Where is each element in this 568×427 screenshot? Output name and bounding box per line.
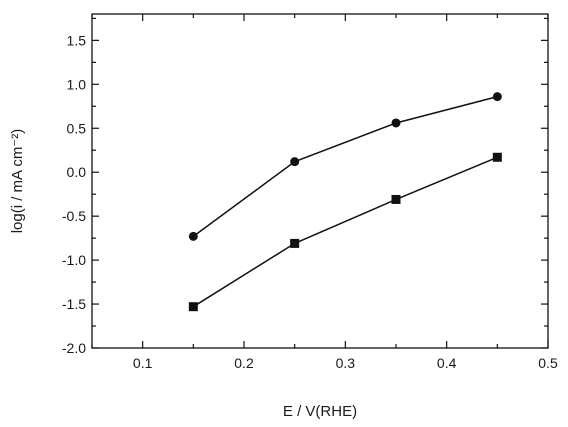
x-tick-label: 0.5 (538, 355, 558, 371)
y-tick-label: -0.5 (62, 208, 86, 224)
x-tick-label: 0.2 (234, 355, 254, 371)
y-tick-labels: -2.0 -1.5 -1.0 -0.5 0.0 0.5 1.0 1.5 (62, 32, 86, 356)
y-tick-label: 1.0 (67, 76, 87, 92)
axis-ticks (91, 14, 549, 349)
data-point-square (188, 302, 198, 312)
data-point-circle (290, 157, 300, 167)
series-layer (188, 92, 502, 312)
series-circle (188, 92, 502, 241)
x-tick-labels: 0.1 0.2 0.3 0.4 0.5 (133, 355, 558, 371)
y-tick-label: -1.0 (62, 252, 86, 268)
y-axis-label: log(i / mA cm⁻²) (9, 129, 26, 234)
y-tick-label: 0.0 (67, 164, 87, 180)
plot-frame (91, 13, 549, 349)
data-point-circle (188, 231, 198, 241)
y-tick-label: -1.5 (62, 296, 86, 312)
x-tick-label: 0.3 (336, 355, 356, 371)
series-line (192, 156, 498, 308)
data-point-circle (391, 118, 401, 128)
data-point-square (391, 194, 401, 204)
y-tick-label: -2.0 (62, 340, 86, 356)
series-line (192, 95, 498, 237)
x-axis-label: E / V(RHE) (283, 403, 357, 420)
y-tick-label: 1.5 (67, 32, 87, 48)
series-square (188, 152, 502, 312)
y-tick-label: 0.5 (67, 120, 87, 136)
data-point-circle (492, 92, 502, 102)
x-tick-label: 0.4 (437, 355, 457, 371)
data-point-square (290, 238, 300, 248)
x-tick-label: 0.1 (133, 355, 153, 371)
data-point-square (492, 152, 502, 162)
